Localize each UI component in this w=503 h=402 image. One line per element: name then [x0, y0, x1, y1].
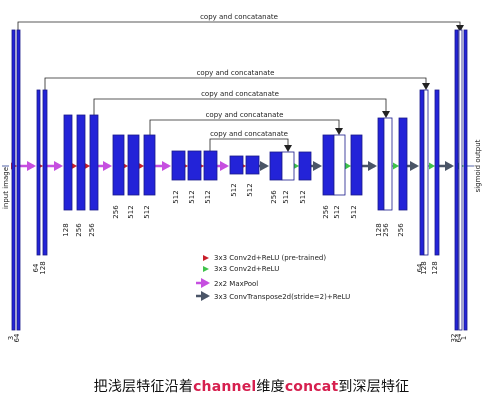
legend: 3x3 Conv2d+ReLU (pre-trained) 3x3 Conv2d…	[196, 254, 350, 301]
input-image-label: input image	[2, 167, 10, 209]
feature-map-block	[383, 117, 393, 211]
channel-label: 512	[246, 183, 254, 196]
feature-map-block	[454, 29, 459, 331]
skip-connection-label: copy and concatanate	[206, 111, 284, 119]
channel-label: 256	[322, 205, 330, 219]
skip-connection-label: copy and concatanate	[197, 69, 275, 77]
channel-label: 512	[127, 205, 135, 218]
conv-marker-icon	[393, 162, 399, 170]
caption-part-1: 把浅层特征沿着	[93, 379, 194, 395]
legend-red-text: 3x3 Conv2d+ReLU (pre-trained)	[214, 254, 326, 262]
conv-marker-icon	[429, 162, 435, 170]
channel-label: 512	[282, 190, 290, 203]
channel-label: 256	[397, 223, 405, 237]
channel-label: 64	[32, 263, 40, 272]
channel-label: 128	[431, 261, 439, 274]
skip-connection-label: copy and concatanate	[201, 90, 279, 98]
channel-label: 256	[112, 205, 120, 219]
conv-pretrained-marker-icon	[71, 162, 77, 170]
skip-connection-arrow	[209, 138, 292, 152]
legend-red-marker-icon	[203, 255, 209, 261]
caption: 把浅层特征沿着channel维度concat到深层特征	[0, 376, 503, 396]
legend-green-marker-icon	[203, 266, 209, 272]
feature-map-block	[458, 29, 463, 331]
skip-connections: copy and concatanate copy and concatanate…	[17, 13, 464, 152]
caption-part-3: 到深层特征	[338, 379, 410, 395]
feature-map-block	[63, 114, 73, 211]
feature-map-block	[434, 89, 440, 256]
conv-pretrained-marker-icon	[138, 162, 144, 170]
legend-green-text: 3x3 Conv2d+ReLU	[214, 265, 279, 273]
feature-map-block	[16, 29, 21, 331]
channel-label: 256	[88, 223, 96, 237]
feature-map-block	[36, 89, 41, 256]
channel-label: 128	[420, 261, 428, 274]
feature-map-block	[281, 151, 295, 181]
feature-map-block	[398, 117, 408, 211]
channel-label: 256	[270, 190, 278, 204]
conv-marker-icon	[345, 162, 351, 170]
skip-connection-label: copy and concatanate	[200, 13, 278, 21]
channel-label: 1	[460, 336, 468, 340]
feature-map-block	[76, 114, 86, 211]
feature-map-block	[423, 89, 429, 256]
skip-connection-arrow	[149, 119, 343, 135]
legend-pool-text: 2x2 MaxPool	[214, 280, 258, 288]
channel-label: 3	[7, 336, 15, 340]
feature-map-block	[377, 117, 385, 211]
feature-map-block	[333, 134, 346, 196]
feature-map-block	[171, 150, 186, 181]
channel-label: 64	[416, 263, 424, 272]
channel-label: 512	[299, 190, 307, 203]
channel-label: 128	[375, 223, 383, 236]
channel-label: 512	[188, 190, 196, 203]
feature-map-block	[463, 29, 468, 331]
skip-connection-arrow	[17, 21, 464, 32]
sigmoid-output-label: sigmoid output	[474, 139, 482, 192]
channel-label: 512	[143, 205, 151, 218]
channel-label: 256	[75, 223, 83, 237]
caption-highlight-concat: concat	[284, 379, 339, 395]
legend-up-text: 3x3 ConvTranspose2d(stride=2)+ReLU	[214, 293, 350, 301]
channel-label: 64	[13, 333, 21, 342]
feature-map-block	[187, 150, 202, 181]
feature-map-block	[203, 150, 218, 181]
feature-map-block	[269, 151, 283, 181]
feature-map-block	[419, 89, 425, 256]
feature-map-block	[350, 134, 363, 196]
feature-map-block	[229, 155, 244, 175]
channel-label: 512	[333, 205, 341, 218]
feature-map-block	[112, 134, 125, 196]
feature-map-block	[11, 29, 16, 331]
channel-label: 64	[455, 333, 463, 342]
unet-diagram: copy and concatanate copy and concatanate…	[2, 13, 482, 342]
feature-map-block	[298, 151, 312, 181]
skip-connection-label: copy and concatanate	[210, 130, 288, 138]
feature-map-block	[143, 134, 156, 196]
feature-map-block	[42, 89, 48, 256]
caption-part-2: 维度	[256, 379, 285, 395]
feature-map-block	[322, 134, 335, 196]
channel-label: 128	[39, 261, 47, 274]
conv-marker-icon	[293, 162, 299, 170]
channel-label: 512	[204, 190, 212, 203]
channel-label: 512	[172, 190, 180, 203]
feature-map-block	[127, 134, 140, 196]
caption-highlight-channel: channel	[193, 379, 257, 395]
skip-connection-arrow	[44, 77, 430, 90]
feature-map-blocks	[11, 29, 468, 331]
conv-pretrained-marker-icon	[84, 162, 90, 170]
feature-map-block	[89, 114, 99, 211]
skip-connection-arrow	[93, 98, 390, 118]
channel-label: 512	[350, 205, 358, 218]
feature-map-block	[245, 155, 260, 175]
channel-label: 512	[230, 183, 238, 196]
channel-label: 128	[62, 223, 70, 236]
channel-label: 32	[450, 334, 458, 343]
channel-label: 256	[382, 223, 390, 237]
